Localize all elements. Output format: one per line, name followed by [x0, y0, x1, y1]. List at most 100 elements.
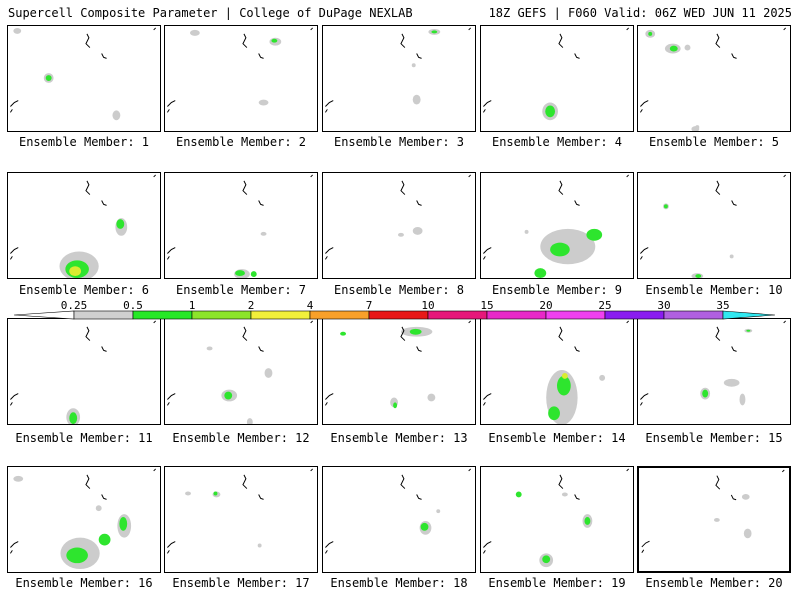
ensemble-member-12-map[interactable]	[164, 318, 318, 425]
ensemble-member-6-map[interactable]	[7, 172, 161, 279]
ensemble-member-8-map[interactable]	[322, 172, 476, 279]
coastline	[101, 346, 107, 352]
scp-contour	[714, 518, 720, 522]
coastline	[85, 474, 91, 489]
ensemble-member-3-map[interactable]	[322, 25, 476, 132]
coastline	[715, 475, 721, 490]
legend-color-swatch	[309, 310, 370, 320]
ensemble-member-label: Ensemble Member: 20	[645, 576, 783, 590]
coastline	[731, 200, 737, 206]
legend-tick-label: 4	[307, 299, 314, 312]
ensemble-member-19-map[interactable]	[480, 466, 634, 573]
ensemble-member-label: Ensemble Member: 8	[333, 283, 465, 297]
legend-color-swatch	[545, 310, 606, 320]
coastline	[639, 256, 643, 260]
ensemble-member-4-map[interactable]	[480, 25, 634, 132]
scp-contour	[185, 491, 191, 496]
coastline	[626, 174, 629, 178]
ensemble-member-16-map[interactable]	[7, 466, 161, 573]
map-field	[482, 27, 629, 121]
ensemble-member-label: Ensemble Member: 9	[491, 283, 623, 297]
scp-contour	[257, 543, 262, 548]
ensemble-member-label: Ensemble Member: 3	[333, 135, 465, 149]
coastline	[324, 109, 328, 113]
coastline	[483, 541, 492, 548]
ensemble-member-18-map[interactable]	[322, 466, 476, 573]
ensemble-member-11-map[interactable]	[7, 318, 161, 425]
ensemble-member-label: Ensemble Member: 10	[645, 283, 783, 297]
map-field	[482, 174, 629, 278]
scp-contour	[393, 402, 398, 409]
coastline	[242, 33, 248, 48]
coastline	[153, 174, 156, 178]
coastline	[639, 402, 643, 406]
legend-color-swatch	[486, 310, 547, 320]
ensemble-member-14-map[interactable]	[480, 318, 634, 425]
ensemble-member-7-map[interactable]	[164, 172, 318, 279]
coastline	[574, 200, 580, 206]
coastline	[783, 27, 786, 31]
coastline	[483, 247, 492, 254]
coastline	[468, 320, 471, 324]
map-field	[166, 468, 313, 554]
ensemble-member-9-map[interactable]	[480, 172, 634, 279]
map-field	[9, 468, 156, 570]
coastline	[483, 393, 492, 400]
coastline	[101, 200, 107, 206]
coastline	[242, 180, 248, 195]
legend-color-swatch	[427, 310, 488, 320]
scp-contour	[739, 393, 746, 406]
ensemble-member-label: Ensemble Member: 18	[330, 576, 468, 590]
map-field	[324, 320, 471, 409]
map-field	[324, 468, 471, 554]
coastline	[101, 53, 107, 59]
coastline	[483, 100, 492, 107]
ensemble-member-20-map[interactable]	[637, 466, 791, 573]
scp-contour	[271, 38, 278, 43]
ensemble-member-15-map[interactable]	[637, 318, 791, 425]
legend-tick-label: 1	[189, 299, 196, 312]
legend-color-swatch	[250, 310, 311, 320]
ensemble-member-17-map[interactable]	[164, 466, 318, 573]
legend-color-swatch	[663, 310, 724, 320]
map-field	[166, 27, 313, 113]
scp-contour	[723, 378, 740, 387]
map-field	[324, 27, 471, 113]
ensemble-member-label: Ensemble Member: 15	[645, 431, 783, 445]
coastline	[783, 174, 786, 178]
ensemble-member-label: Ensemble Member: 7	[175, 283, 307, 297]
map-field	[639, 27, 786, 131]
scp-contour	[420, 522, 429, 531]
ensemble-member-10-map[interactable]	[637, 172, 791, 279]
coastline	[9, 402, 13, 406]
scp-contour	[340, 331, 347, 336]
coastline	[242, 326, 248, 341]
ensemble-member-label: Ensemble Member: 12	[172, 431, 310, 445]
legend-tick-label: 15	[480, 299, 493, 312]
ensemble-member-2-map[interactable]	[164, 25, 318, 132]
ensemble-member-label: Ensemble Member: 2	[175, 135, 307, 149]
ensemble-member-label: Ensemble Member: 16	[15, 576, 153, 590]
scp-contour	[695, 274, 702, 278]
coastline	[416, 494, 422, 500]
coastline	[9, 109, 13, 113]
ensemble-member-5-map[interactable]	[637, 25, 791, 132]
coastline	[167, 100, 176, 107]
ensemble-member-1-map[interactable]	[7, 25, 161, 132]
scp-contour	[206, 346, 213, 351]
coastline	[9, 256, 13, 260]
coastline	[482, 109, 486, 113]
coastline	[167, 247, 176, 254]
map-field	[9, 174, 156, 278]
ensemble-member-label: Ensemble Member: 11	[15, 431, 153, 445]
scp-contour	[398, 232, 404, 237]
ensemble-member-13-map[interactable]	[322, 318, 476, 425]
scp-contour	[246, 418, 253, 424]
scp-contour	[684, 44, 691, 51]
scp-contour	[258, 99, 269, 106]
scp-contour	[260, 231, 267, 236]
coastline	[639, 109, 643, 113]
coastline	[574, 346, 580, 352]
coastline	[730, 494, 737, 501]
map-field	[166, 320, 313, 424]
